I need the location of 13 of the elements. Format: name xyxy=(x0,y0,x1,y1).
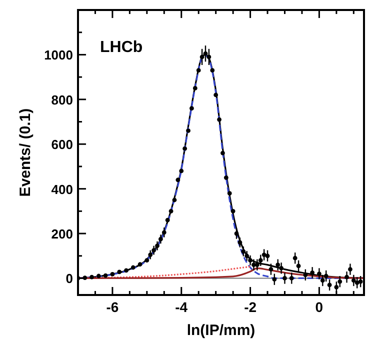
x-tick-label: -4 xyxy=(175,299,188,315)
y-axis-title: Events/ (0.1) xyxy=(17,108,34,197)
x-tick-label: -6 xyxy=(106,299,119,315)
y-tick-label: 1000 xyxy=(44,48,73,63)
x-axis-title: ln(IP/mm) xyxy=(186,322,256,339)
y-tick-label: 0 xyxy=(66,271,73,286)
y-tick-label: 600 xyxy=(51,137,73,152)
x-tick-label: 0 xyxy=(315,299,324,315)
y-tick-label: 800 xyxy=(51,92,73,108)
y-tick-label: 200 xyxy=(51,226,73,242)
y-tick-label: 400 xyxy=(51,182,73,197)
x-tick-label: -2 xyxy=(244,299,257,315)
annotation: LHCb xyxy=(100,39,143,56)
